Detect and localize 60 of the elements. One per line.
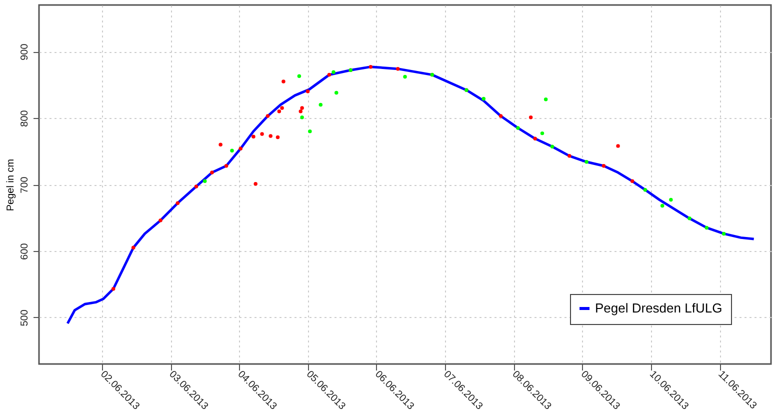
point bbox=[280, 106, 284, 110]
point bbox=[300, 115, 304, 120]
point bbox=[516, 126, 520, 130]
point bbox=[584, 160, 588, 164]
y-tick-label: 600 bbox=[20, 242, 30, 260]
point bbox=[230, 148, 234, 152]
y-tick-label: 700 bbox=[20, 176, 30, 194]
point bbox=[616, 144, 620, 148]
point bbox=[308, 129, 312, 134]
point bbox=[704, 226, 709, 230]
point bbox=[276, 135, 280, 140]
point bbox=[277, 110, 282, 114]
point bbox=[403, 74, 407, 79]
point bbox=[202, 179, 207, 184]
point bbox=[158, 218, 162, 222]
point bbox=[550, 144, 554, 148]
point bbox=[306, 90, 310, 94]
point bbox=[722, 232, 726, 236]
point bbox=[660, 204, 664, 208]
point bbox=[268, 134, 272, 138]
line-series bbox=[66, 66, 756, 325]
point bbox=[254, 182, 258, 186]
y-axis-title: Pegel in cm bbox=[6, 158, 16, 212]
y-tick-label: 800 bbox=[20, 110, 30, 127]
point bbox=[544, 98, 548, 102]
point bbox=[630, 179, 634, 184]
point bbox=[568, 154, 572, 158]
point bbox=[396, 66, 400, 71]
y-tick-label: 900 bbox=[20, 43, 30, 60]
y-tick-label: 500 bbox=[20, 309, 30, 326]
point bbox=[602, 164, 606, 168]
point bbox=[332, 70, 336, 74]
point bbox=[368, 64, 373, 69]
point bbox=[266, 114, 270, 118]
point bbox=[218, 142, 222, 146]
point bbox=[131, 246, 136, 250]
point bbox=[327, 72, 332, 77]
point bbox=[540, 131, 544, 136]
point bbox=[482, 96, 486, 101]
legend-label: Pegel Dresden LfULG bbox=[595, 300, 722, 316]
point bbox=[224, 164, 228, 168]
point bbox=[300, 106, 304, 110]
point bbox=[669, 198, 673, 202]
point bbox=[238, 146, 242, 150]
point bbox=[252, 134, 256, 138]
point bbox=[318, 102, 323, 107]
point bbox=[297, 74, 302, 78]
point bbox=[176, 201, 180, 205]
point bbox=[688, 216, 692, 220]
point bbox=[282, 80, 286, 84]
point bbox=[533, 136, 537, 140]
point bbox=[194, 184, 198, 188]
point bbox=[334, 90, 338, 95]
point bbox=[260, 132, 264, 136]
point bbox=[210, 170, 214, 174]
point bbox=[298, 110, 303, 114]
point bbox=[498, 114, 503, 118]
point bbox=[528, 115, 533, 120]
point bbox=[111, 287, 116, 291]
point bbox=[643, 188, 648, 192]
